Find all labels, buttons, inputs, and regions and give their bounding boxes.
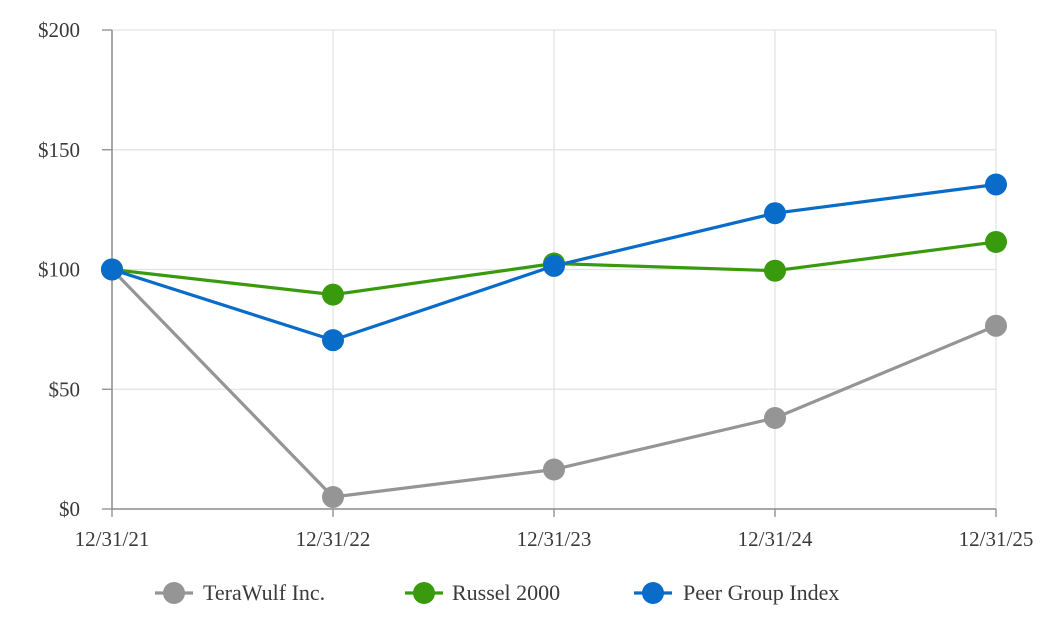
legend-label: Peer Group Index <box>683 580 839 605</box>
y-tick-label: $100 <box>38 258 80 282</box>
data-point <box>322 329 344 352</box>
axes: $0 $50 $100 $150 $200 12/31/21 12/31/22 12/31/2… <box>38 18 1033 551</box>
data-point <box>764 406 786 429</box>
legend-label: TeraWulf Inc. <box>203 580 325 605</box>
series-peer-group-index <box>101 173 1007 352</box>
legend-item: Russel 2000 <box>405 580 560 605</box>
x-tick-label: 12/31/25 <box>959 527 1034 551</box>
legend: TeraWulf Inc. Russel 2000 Peer Group Index <box>155 580 839 605</box>
legend-item: Peer Group Index <box>634 580 839 605</box>
x-tick-label: 12/31/23 <box>517 527 592 551</box>
data-point <box>985 230 1007 253</box>
legend-label: Russel 2000 <box>452 580 560 605</box>
series-group <box>101 173 1007 509</box>
data-point <box>985 314 1007 337</box>
y-tick-label: $150 <box>38 138 80 162</box>
data-point <box>543 254 565 277</box>
legend-item: TeraWulf Inc. <box>155 580 325 605</box>
data-point <box>543 458 565 481</box>
x-tick-label: 12/31/21 <box>75 527 150 551</box>
data-point <box>322 283 344 306</box>
data-point <box>101 258 123 281</box>
y-tick-label: $0 <box>59 497 80 521</box>
data-point <box>985 173 1007 196</box>
legend-marker <box>163 582 185 604</box>
legend-marker <box>413 582 435 604</box>
x-tick-label: 12/31/22 <box>296 527 371 551</box>
legend-marker <box>642 582 664 604</box>
data-point <box>322 486 344 509</box>
x-tick-label: 12/31/24 <box>738 527 813 551</box>
data-point <box>764 202 786 225</box>
data-point <box>764 259 786 282</box>
y-tick-label: $200 <box>38 18 80 42</box>
y-tick-label: $50 <box>49 377 81 401</box>
